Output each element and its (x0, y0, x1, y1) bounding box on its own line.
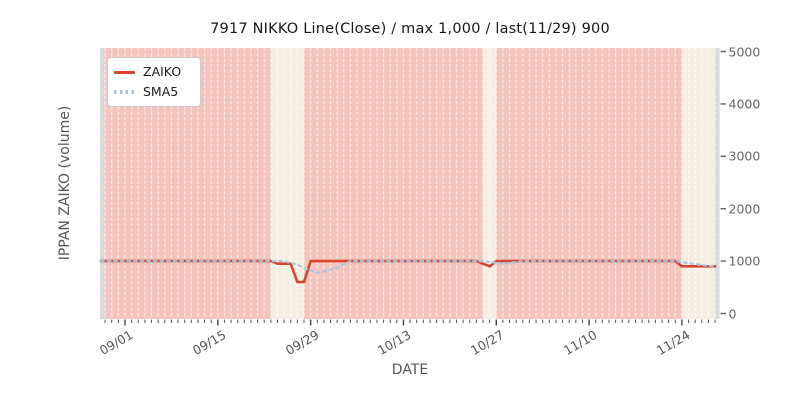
legend-label-sma5: SMA5 (143, 83, 179, 99)
x-major-ticks (124, 319, 683, 326)
background-band-grey (715, 48, 720, 319)
y-tick-label: 5000 (728, 44, 761, 59)
sma5-line-swatch-icon (114, 90, 135, 94)
legend: ZAIKO SMA5 (107, 57, 201, 107)
chart-title: 7917 NIKKO Line(Close) / max 1,000 / las… (210, 21, 610, 37)
y-axis-label: IPPAN ZAIKO (volume) (57, 105, 73, 261)
series-line-sma5 (99, 260, 717, 274)
y-tick-label: 2000 (728, 201, 761, 217)
grid-lines (104, 48, 716, 319)
legend-item-sma5: SMA5 (114, 84, 192, 100)
background-band-cream (681, 48, 716, 319)
legend-item-zaiko: ZAIKO (114, 64, 192, 80)
background-band-cream (270, 48, 305, 319)
y-tick-label: 1000 (728, 253, 761, 269)
x-minor-ticks (104, 319, 716, 323)
background-band-grey (100, 48, 106, 319)
x-axis-label: DATE (391, 362, 429, 378)
legend-label-zaiko: ZAIKO (143, 63, 182, 79)
zaiko-line-swatch-icon (114, 70, 135, 74)
y-ticks (720, 50, 726, 315)
y-tick-label: 3000 (728, 148, 761, 164)
y-tick-label: 4000 (728, 96, 761, 112)
y-tick-label: 0 (728, 306, 737, 321)
